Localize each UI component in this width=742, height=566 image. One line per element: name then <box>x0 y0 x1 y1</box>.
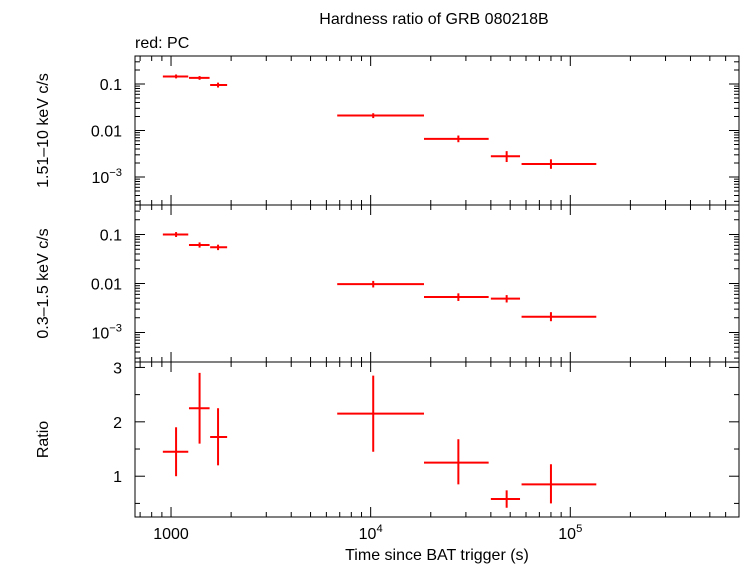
data-point <box>423 135 489 143</box>
data-point <box>521 464 597 504</box>
data-point <box>490 490 521 508</box>
data-point <box>210 82 228 88</box>
data-point <box>521 159 597 169</box>
y-tick-label: 0.1 <box>100 228 122 245</box>
y-tick-label: 0.01 <box>91 124 122 141</box>
data-point <box>423 293 489 301</box>
data-point <box>188 372 210 444</box>
x-tick-label: 1000 <box>153 526 189 543</box>
data-point <box>210 408 228 466</box>
data-point <box>188 242 210 248</box>
y-tick-label: 10−3 <box>91 322 122 342</box>
y-axis-label: 1.51–10 keV c/s <box>35 73 52 188</box>
data-point <box>162 232 189 237</box>
panels-group: 0.1 0.01 10−3 1.51–10 keV c/s 0.1 0.01 10−3 0.3… <box>35 55 740 543</box>
data-point <box>490 151 521 163</box>
data-point <box>188 76 210 80</box>
panel-ratio: 1 2 3 Ratio <box>35 360 740 518</box>
data-point <box>521 312 597 322</box>
y-tick-label: 3 <box>113 360 122 377</box>
data-point <box>210 244 228 251</box>
x-tick-label: 105 <box>558 523 582 543</box>
data-point <box>490 295 521 303</box>
panel-frame <box>134 361 740 518</box>
data-point <box>337 113 424 119</box>
data-point <box>162 74 189 79</box>
panel-frame <box>134 204 740 363</box>
x-tick-label: 104 <box>359 523 383 543</box>
y-axis-label: Ratio <box>35 421 52 458</box>
panel-hard: 0.1 0.01 10−3 1.51–10 keV c/s <box>35 55 740 206</box>
data-point <box>337 280 424 288</box>
panel-soft: 0.1 0.01 10−3 0.3–1.5 keV c/s <box>35 204 740 363</box>
y-tick-label: 0.1 <box>100 77 122 94</box>
y-axis-label: 0.3–1.5 keV c/s <box>35 228 52 338</box>
data-point <box>162 427 189 477</box>
y-tick-label: 10−3 <box>91 167 122 187</box>
y-tick-label: 1 <box>113 469 122 486</box>
data-point <box>337 375 424 452</box>
panel-frame <box>134 55 740 206</box>
y-tick-label: 2 <box>113 415 122 432</box>
chart-title: Hardness ratio of GRB 080218B <box>319 11 548 28</box>
data-point <box>423 439 489 485</box>
chart-subtitle: red: PC <box>135 35 189 52</box>
x-axis-label: Time since BAT trigger (s) <box>345 547 529 564</box>
y-tick-label: 0.01 <box>91 277 122 294</box>
